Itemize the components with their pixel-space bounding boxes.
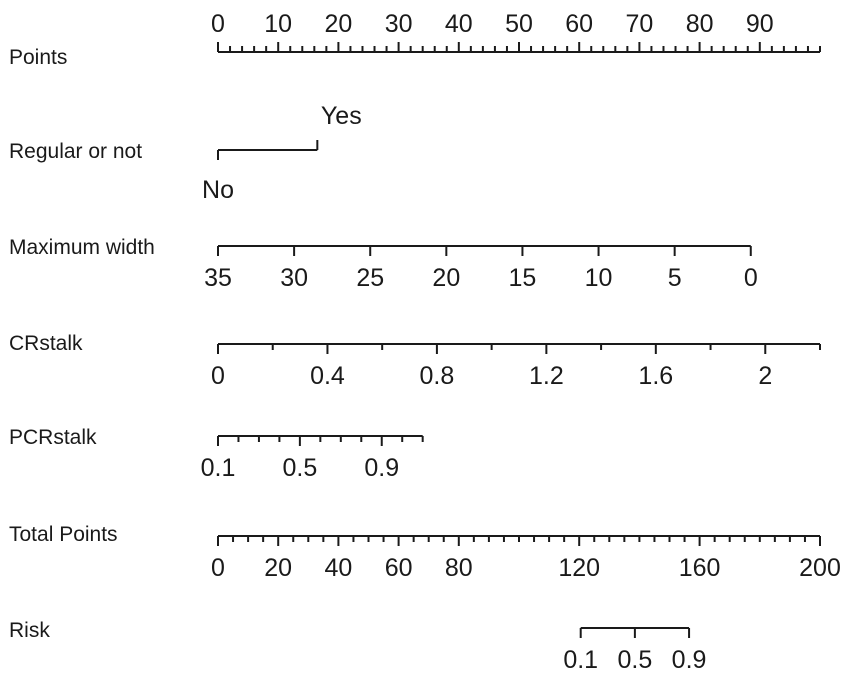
tick-label: 0.5 (618, 646, 653, 674)
tick-label: 120 (558, 554, 600, 582)
tick-label: 80 (686, 10, 714, 38)
tick-label: 2 (758, 362, 772, 390)
tick-label: 25 (356, 264, 384, 292)
tick-label: 1.6 (638, 362, 673, 390)
tick-label: 40 (324, 554, 352, 582)
row-label: Total Points (9, 523, 118, 546)
row-label: Risk (9, 619, 50, 642)
tick-label: 90 (746, 10, 774, 38)
tick-label: 160 (679, 554, 721, 582)
row-label: Maximum width (9, 236, 155, 259)
tick-label: 20 (432, 264, 460, 292)
row-label: Regular or not (9, 140, 142, 163)
tick-label: 0 (211, 362, 225, 390)
tick-label: 0.5 (282, 454, 317, 482)
row-label: PCRstalk (9, 426, 97, 449)
tick-label: 60 (385, 554, 413, 582)
tick-label: 5 (668, 264, 682, 292)
tick-label: 40 (445, 10, 473, 38)
row-label: Points (9, 46, 67, 69)
tick-label: 200 (799, 554, 841, 582)
tick-label: 0 (211, 10, 225, 38)
tick-label: 0.4 (310, 362, 345, 390)
tick-label: 35 (204, 264, 232, 292)
tick-label: 0.1 (201, 454, 236, 482)
tick-label: 0.9 (364, 454, 399, 482)
category-label: Yes (321, 102, 362, 130)
tick-label: 20 (264, 554, 292, 582)
tick-label: 0 (744, 264, 758, 292)
tick-label: 20 (324, 10, 352, 38)
tick-label: 0.9 (672, 646, 707, 674)
tick-label: 50 (505, 10, 533, 38)
tick-label: 10 (585, 264, 613, 292)
tick-label: 30 (280, 264, 308, 292)
category-label: No (202, 176, 234, 204)
row-label: CRstalk (9, 332, 83, 355)
tick-label: 80 (445, 554, 473, 582)
tick-label: 15 (509, 264, 537, 292)
tick-label: 60 (565, 10, 593, 38)
tick-label: 30 (385, 10, 413, 38)
tick-label: 0.1 (563, 646, 598, 674)
tick-label: 70 (625, 10, 653, 38)
tick-label: 0.8 (420, 362, 455, 390)
tick-label: 10 (264, 10, 292, 38)
tick-label: 1.2 (529, 362, 564, 390)
tick-label: 0 (211, 554, 225, 582)
